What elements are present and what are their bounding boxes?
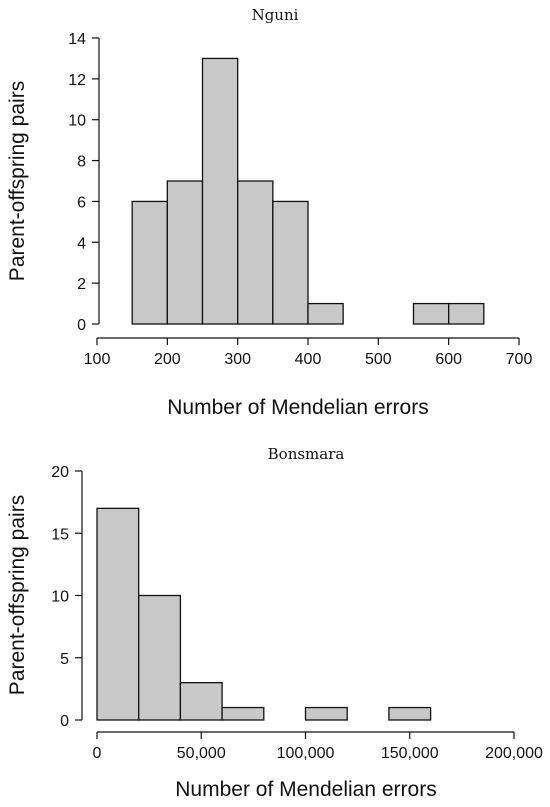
nguni-y-tick-label: 8 — [77, 154, 86, 171]
nguni-y-tick-label: 2 — [77, 276, 86, 293]
bonsmara-y-tick-label: 20 — [51, 464, 69, 481]
bonsmara-x-tick-label: 50,000 — [177, 745, 226, 762]
bonsmara-bar-1 — [138, 594, 182, 721]
nguni-bars — [131, 57, 485, 325]
bonsmara-y-tick-label: 15 — [51, 526, 69, 543]
bonsmara-bars — [96, 507, 432, 721]
nguni-y-tick-label: 12 — [68, 72, 86, 89]
bonsmara-y-tick-label: 0 — [60, 713, 69, 730]
bonsmara-bar-2 — [179, 682, 223, 721]
bonsmara-bar-0 — [96, 507, 140, 721]
nguni-x-axis: 100 200 300 400 500 600 700 — [84, 337, 533, 368]
nguni-x-tick-label: 700 — [506, 351, 533, 368]
bonsmara-x-tick-label: 100,000 — [277, 745, 335, 762]
bonsmara-bar-7 — [388, 706, 432, 721]
nguni-x-tick-label: 100 — [84, 351, 111, 368]
bonsmara-y-tick-label: 10 — [51, 589, 69, 606]
nguni-y-axis: 0 2 4 6 8 10 12 14 — [68, 31, 100, 334]
nguni-histogram-panel: Nguni Parent-offspring pairs Number of M… — [6, 6, 532, 419]
bonsmara-x-tick-label: 200,000 — [485, 745, 543, 762]
nguni-y-tick-label: 10 — [68, 113, 86, 130]
nguni-bar-8 — [412, 302, 450, 325]
nguni-bar-4 — [272, 200, 309, 325]
nguni-bar-5 — [307, 302, 344, 325]
bonsmara-y-axis-label: Parent-offspring pairs — [6, 495, 29, 695]
nguni-x-tick-label: 600 — [435, 351, 462, 368]
nguni-y-tick-label: 4 — [77, 235, 86, 252]
bonsmara-x-axis-label: Number of Mendelian errors — [175, 778, 436, 801]
nguni-bar-0 — [131, 200, 168, 325]
nguni-x-tick-label: 500 — [365, 351, 392, 368]
bonsmara-chart-title: Bonsmara — [268, 445, 345, 463]
nguni-bar-9 — [448, 302, 485, 325]
bonsmara-x-tick-label: 150,000 — [381, 745, 439, 762]
bonsmara-y-axis: 0 5 10 15 20 — [51, 464, 83, 730]
bonsmara-y-tick-label: 5 — [60, 651, 69, 668]
bonsmara-x-axis: 0 50,000 100,000 150,000 200,000 — [93, 731, 543, 762]
nguni-bar-1 — [166, 180, 204, 325]
nguni-x-tick-label: 200 — [154, 351, 181, 368]
bonsmara-x-tick-label: 0 — [93, 745, 102, 762]
nguni-y-tick-label: 6 — [77, 194, 86, 211]
nguni-x-tick-label: 300 — [224, 351, 251, 368]
bonsmara-bar-5 — [304, 706, 348, 721]
nguni-chart-title: Nguni — [252, 6, 299, 24]
nguni-y-tick-label: 0 — [77, 317, 86, 334]
nguni-bar-3 — [237, 180, 274, 325]
nguni-bar-2 — [201, 57, 239, 325]
bonsmara-histogram-panel: Bonsmara Parent-offspring pairs Number o… — [6, 445, 543, 801]
nguni-x-axis-label: Number of Mendelian errors — [167, 396, 428, 419]
nguni-y-tick-label: 14 — [68, 31, 86, 48]
bonsmara-bar-3 — [221, 706, 265, 721]
nguni-y-axis-label: Parent-offspring pairs — [6, 81, 29, 281]
nguni-x-tick-label: 400 — [295, 351, 322, 368]
